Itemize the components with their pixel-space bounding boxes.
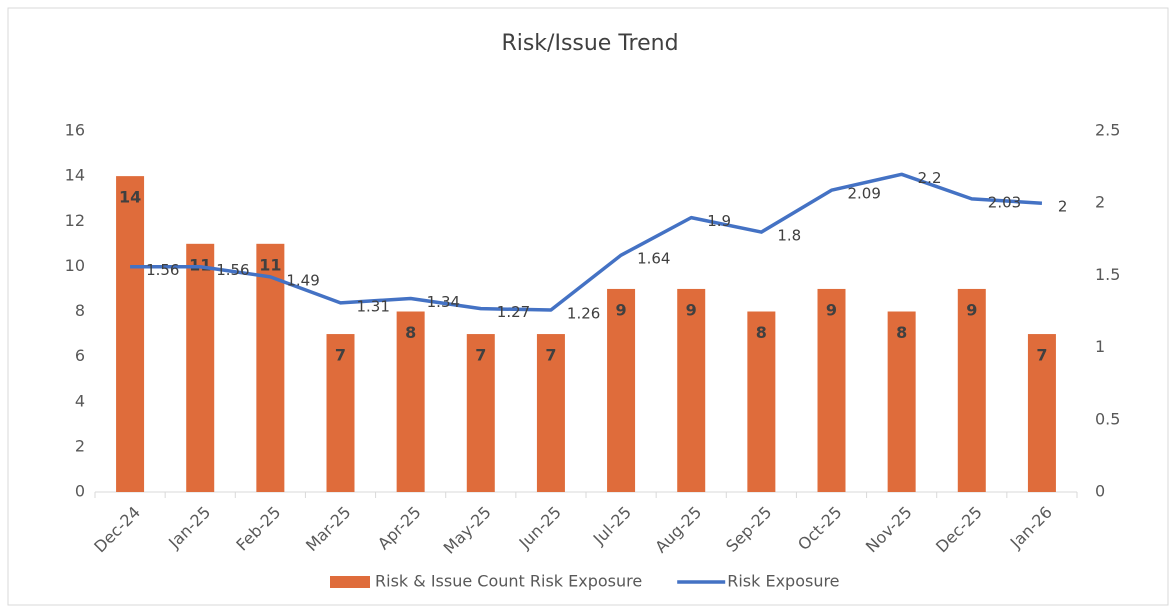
point-label: 1.34 bbox=[427, 293, 460, 311]
y-tick-label: 4 bbox=[75, 391, 85, 410]
point-label: 1.56 bbox=[216, 261, 249, 279]
bar-label: 14 bbox=[119, 188, 141, 207]
legend-label: Risk & Issue Count Risk Exposure bbox=[375, 572, 642, 591]
point-label: 1.64 bbox=[637, 250, 670, 268]
point-label: 2.2 bbox=[918, 169, 942, 187]
y2-tick-label: 1.5 bbox=[1095, 265, 1120, 284]
bar-label: 9 bbox=[826, 300, 837, 319]
y2-tick-label: 0.5 bbox=[1095, 409, 1120, 428]
legend-swatch bbox=[330, 576, 370, 588]
bar bbox=[396, 311, 425, 492]
bar-label: 11 bbox=[189, 255, 211, 274]
line bbox=[130, 172, 1043, 312]
y-tick-label: 12 bbox=[65, 211, 85, 230]
bar bbox=[677, 288, 706, 492]
y-tick-label: 10 bbox=[65, 256, 85, 275]
chart-title: Risk/Issue Trend bbox=[501, 31, 678, 56]
bar bbox=[536, 334, 565, 492]
bar-label: 7 bbox=[1036, 346, 1047, 365]
bar bbox=[957, 288, 986, 492]
legend-label: Risk Exposure bbox=[727, 572, 839, 591]
point-label: 1.9 bbox=[707, 212, 731, 230]
point-label: 1.27 bbox=[497, 303, 530, 321]
point-label: 2 bbox=[1058, 198, 1068, 216]
point-label: 2.03 bbox=[988, 193, 1021, 211]
y2-tick-label: 1 bbox=[1095, 337, 1105, 356]
point-label: 1.8 bbox=[777, 227, 801, 245]
point-label: 1.31 bbox=[357, 297, 390, 315]
bar bbox=[326, 334, 355, 492]
bar-label: 8 bbox=[896, 323, 907, 342]
bar bbox=[116, 176, 145, 492]
y-tick-label: 8 bbox=[75, 301, 85, 320]
point-label: 1.49 bbox=[286, 271, 319, 289]
bar-label: 8 bbox=[756, 323, 767, 342]
bar bbox=[1027, 334, 1056, 492]
bar bbox=[607, 288, 636, 492]
bar-label: 7 bbox=[335, 346, 346, 365]
y-tick-label: 14 bbox=[65, 166, 85, 185]
y2-tick-label: 2.5 bbox=[1095, 121, 1120, 140]
y2-tick-label: 0 bbox=[1095, 482, 1105, 501]
bar-label: 7 bbox=[475, 346, 486, 365]
y-tick-label: 6 bbox=[75, 346, 85, 365]
bar-label: 8 bbox=[405, 323, 416, 342]
y2-tick-label: 2 bbox=[1095, 193, 1105, 212]
bar bbox=[466, 334, 495, 492]
bar-label: 7 bbox=[545, 346, 556, 365]
point-label: 1.26 bbox=[567, 305, 600, 323]
y-tick-label: 0 bbox=[75, 482, 85, 501]
bar bbox=[256, 243, 285, 492]
bar bbox=[747, 311, 776, 492]
bar bbox=[887, 311, 916, 492]
point-label: 2.09 bbox=[848, 185, 881, 203]
bar-label: 9 bbox=[686, 300, 697, 319]
bar-label: 11 bbox=[259, 255, 281, 274]
y-tick-label: 16 bbox=[65, 121, 85, 140]
bar bbox=[186, 243, 215, 492]
point-label: 1.56 bbox=[146, 261, 179, 279]
bar bbox=[817, 288, 846, 492]
bar-label: 9 bbox=[966, 300, 977, 319]
bar-label: 9 bbox=[616, 300, 627, 319]
y-tick-label: 2 bbox=[75, 436, 85, 455]
